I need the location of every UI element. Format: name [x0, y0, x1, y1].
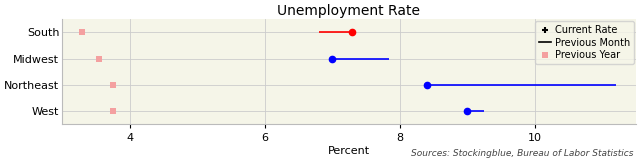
X-axis label: Percent: Percent: [328, 146, 370, 156]
Title: Unemployment Rate: Unemployment Rate: [278, 4, 420, 18]
Text: Sources: Stockingblue, Bureau of Labor Statistics: Sources: Stockingblue, Bureau of Labor S…: [411, 149, 634, 158]
Legend: Current Rate, Previous Month, Previous Year: Current Rate, Previous Month, Previous Y…: [535, 21, 634, 64]
